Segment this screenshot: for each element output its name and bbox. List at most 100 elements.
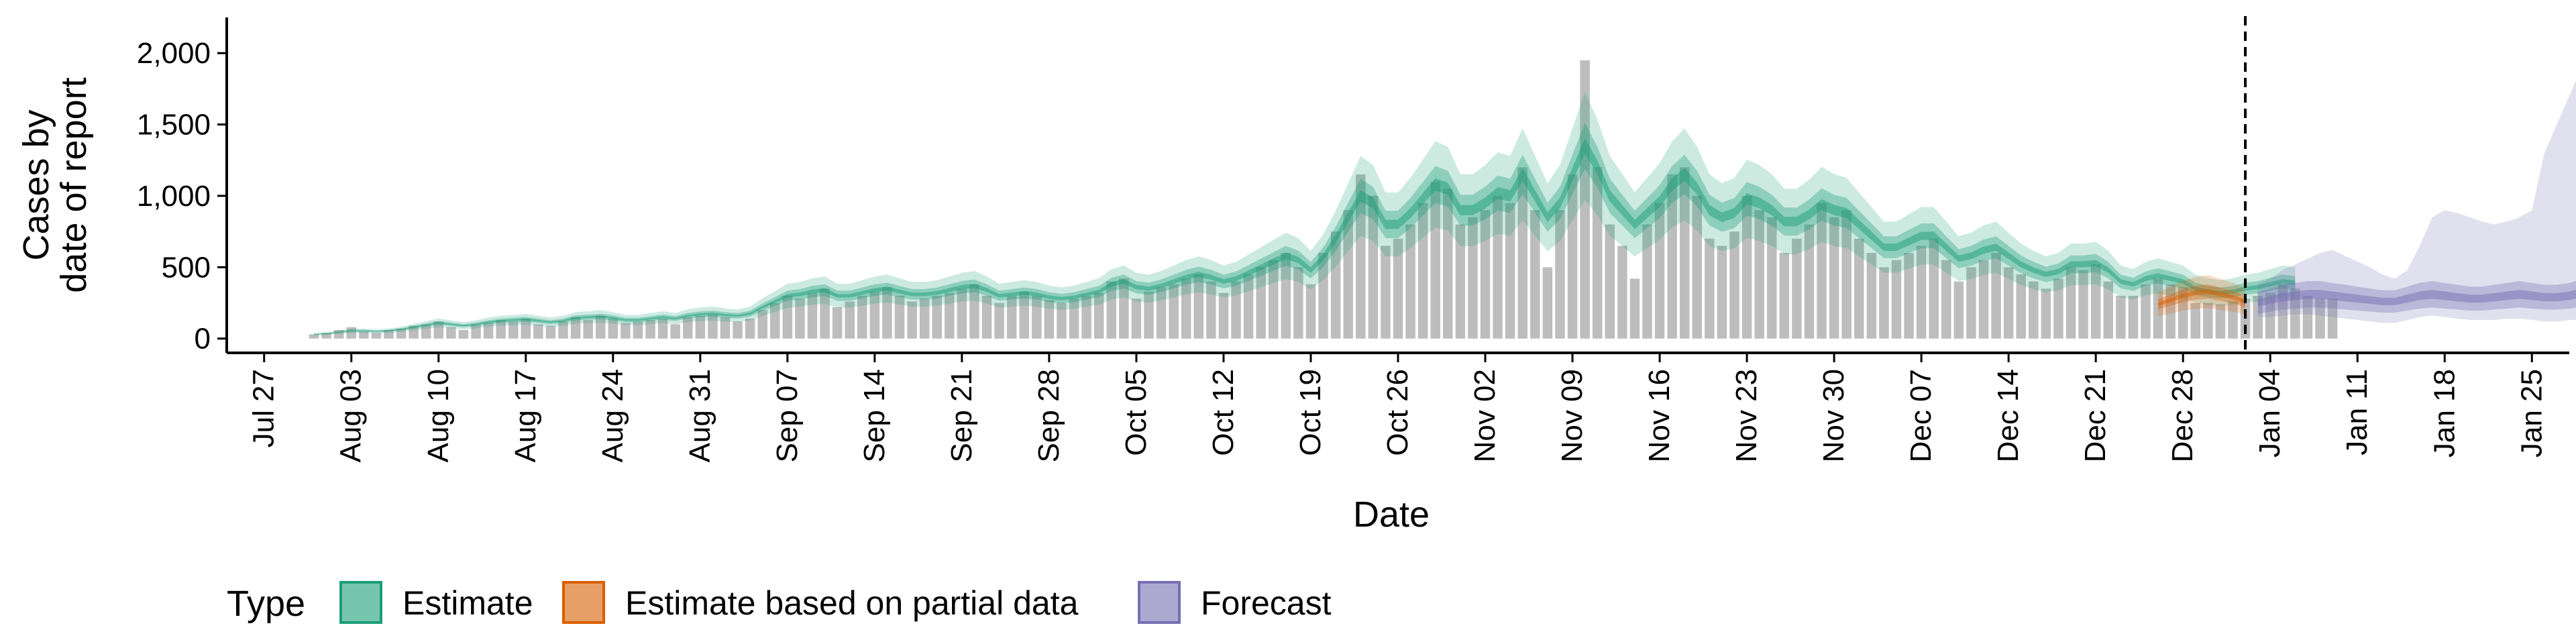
x-tick-label: Aug 03 (335, 369, 368, 462)
case-bar (1206, 281, 1216, 339)
case-bar (1393, 238, 1403, 339)
case-bar (2215, 304, 2226, 339)
x-axis-label: Date (1353, 494, 1430, 535)
case-bar (508, 321, 519, 339)
case-bar (2327, 299, 2338, 339)
x-tick-label: Oct 26 (1381, 369, 1414, 456)
x-tick-label: Dec 28 (2166, 369, 2199, 462)
case-bar (1667, 174, 1677, 339)
case-bar (1330, 231, 1341, 339)
case-bar (359, 331, 369, 339)
axes-layer: 0 500 1,000 1,500 2,000 Jul 27 Aug 03 Aug 10 Aug… (137, 17, 2569, 462)
case-bar (1269, 260, 1279, 339)
case-bar (657, 318, 668, 339)
case-bar (645, 320, 655, 339)
case-bar (1705, 238, 1715, 339)
x-tick-label: Nov 09 (1556, 369, 1589, 462)
x-tick-label: Aug 31 (684, 369, 716, 462)
y-tick-label: 500 (162, 251, 211, 284)
case-bar (1692, 195, 1703, 339)
case-bar (1605, 224, 1615, 339)
case-bar (1468, 217, 1478, 339)
y-axis-label-line-2: date of report (54, 77, 94, 292)
case-bar (1181, 278, 1191, 339)
case-bar (1592, 167, 1603, 339)
case-bar (1829, 217, 1839, 339)
y-tick-label: 2,000 (137, 37, 211, 70)
case-bar (545, 325, 556, 339)
case-bar (782, 295, 793, 339)
case-bar (2141, 284, 2151, 339)
case-bar (1792, 238, 1802, 339)
legend-title: Type (227, 584, 305, 624)
partial-estimate-inner-band (2158, 284, 2246, 310)
case-bar (708, 314, 718, 339)
case-bar (770, 303, 780, 339)
case-bar (1879, 267, 1889, 339)
x-tick-label: Jan 18 (2428, 369, 2461, 458)
case-bar (1679, 167, 1690, 339)
case-bar (1941, 260, 1951, 339)
partial-estimate-core-band (2158, 289, 2246, 307)
case-bar (1493, 195, 1503, 339)
case-bar (919, 299, 930, 339)
case-bar (1754, 210, 1764, 339)
case-bar (1654, 203, 1665, 339)
case-bar (695, 315, 706, 339)
case-bar (1978, 260, 1989, 339)
x-tick-label: Nov 23 (1730, 369, 1763, 462)
case-bar (670, 324, 680, 339)
case-bar (1106, 281, 1117, 339)
case-bar (471, 324, 481, 339)
x-tick-label: Aug 10 (422, 369, 455, 462)
case-bar (945, 292, 955, 339)
case-bar (1443, 189, 1453, 339)
case-bar (2128, 295, 2139, 339)
case-bar (1741, 195, 1752, 339)
case-bar (1904, 253, 1914, 339)
bars-layer (309, 60, 2338, 339)
case-bar (496, 320, 506, 339)
x-tick-label: Sep 21 (945, 369, 978, 462)
x-tick-label: Nov 02 (1468, 369, 1501, 462)
case-bar (1567, 174, 1578, 339)
legend-key (562, 581, 605, 624)
legend: Type Estimate Estimate based on partial d… (227, 581, 1332, 624)
x-tick-label: Aug 24 (596, 369, 629, 462)
case-bar (1119, 278, 1129, 339)
case-bar (483, 323, 494, 339)
case-bar (1629, 278, 1640, 339)
case-bar (1368, 195, 1379, 339)
case-bar (446, 327, 456, 339)
case-bar (1218, 292, 1229, 339)
case-bar (1193, 274, 1204, 339)
case-bar (1006, 295, 1017, 339)
case-bar (1480, 210, 1491, 339)
case-bar (521, 318, 531, 339)
case-bar (1032, 295, 1042, 339)
case-bar (2315, 299, 2325, 339)
case-bar (1169, 284, 1179, 339)
legend-key (339, 581, 382, 624)
case-bar (1156, 287, 1167, 339)
case-bar (1617, 246, 1627, 339)
case-bar (396, 328, 407, 339)
case-bar (2190, 303, 2201, 339)
case-bar (981, 295, 992, 339)
y-tick-label: 1,000 (137, 180, 211, 213)
case-bar (1804, 224, 1815, 339)
case-bar (1929, 238, 1939, 339)
case-bar (1455, 224, 1466, 339)
case-bar (333, 329, 344, 339)
case-bar (346, 327, 356, 339)
x-tick-label: Nov 30 (1817, 369, 1850, 462)
case-bar (1381, 246, 1391, 339)
x-tick-label: Sep 28 (1032, 369, 1065, 462)
case-bar (533, 324, 543, 339)
case-bar (1966, 267, 1976, 339)
case-bar (1580, 60, 1590, 339)
case-bar (570, 317, 581, 339)
case-bar (1916, 246, 1927, 339)
case-bar (2078, 270, 2088, 339)
case-bar (1779, 253, 1790, 339)
